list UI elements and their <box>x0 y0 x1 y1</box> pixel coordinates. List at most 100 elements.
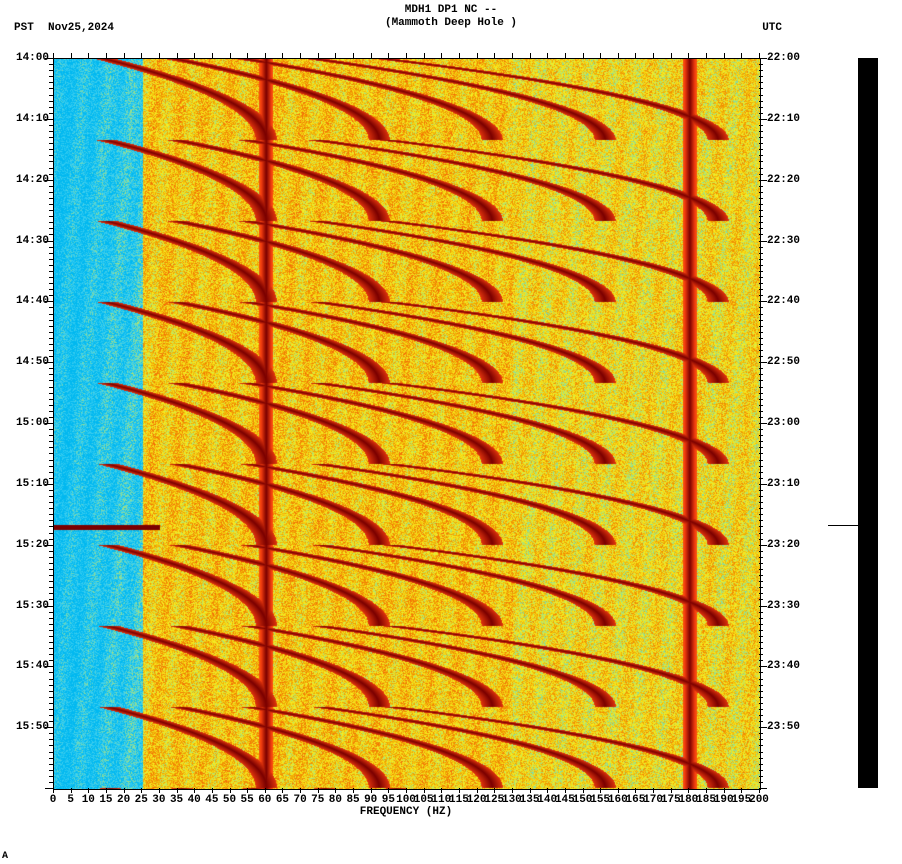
ytick-mark-right <box>759 137 763 138</box>
ytick-mark-left <box>49 265 53 266</box>
ytick-mark-left <box>49 113 53 114</box>
ytick-mark-right <box>759 411 763 412</box>
ytick-mark-right <box>759 210 763 211</box>
ytick-right-label: 22:50 <box>767 357 800 368</box>
ytick-mark-right <box>759 526 763 527</box>
ytick-right-label: 22:20 <box>767 175 800 186</box>
ytick-mark-right <box>759 679 763 680</box>
ytick-mark-left <box>49 192 53 193</box>
ytick-mark-left <box>45 180 53 181</box>
xtick-mark-top <box>441 53 442 58</box>
ytick-mark-left <box>49 387 53 388</box>
ytick-mark-left <box>49 496 53 497</box>
ytick-mark-left <box>49 174 53 175</box>
ytick-mark-right <box>759 131 763 132</box>
ytick-mark-left <box>49 733 53 734</box>
ytick-mark-left <box>49 575 53 576</box>
ytick-mark-left <box>49 782 53 783</box>
ytick-mark-right <box>759 581 763 582</box>
ytick-mark-left <box>45 606 53 607</box>
ytick-mark-right <box>759 484 767 485</box>
left-timezone-label: PST <box>14 22 34 34</box>
xtick-mark-top <box>600 53 601 58</box>
ytick-mark-left <box>49 417 53 418</box>
ytick-right-label: 22:40 <box>767 296 800 307</box>
ytick-mark-right <box>759 64 763 65</box>
ytick-mark-right <box>759 599 763 600</box>
ytick-right-label: 22:30 <box>767 236 800 247</box>
ytick-mark-left <box>49 368 53 369</box>
xtick-mark <box>618 788 619 793</box>
xtick-mark <box>653 788 654 793</box>
ytick-mark-right <box>759 326 763 327</box>
ytick-mark-left <box>49 587 53 588</box>
ytick-mark-right <box>759 520 763 521</box>
ytick-mark-left <box>49 770 53 771</box>
ytick-right-label: 23:00 <box>767 418 800 429</box>
colorbar <box>858 58 878 788</box>
ytick-right-label: 23:10 <box>767 479 800 490</box>
ytick-mark-left <box>49 234 53 235</box>
ytick-mark-left <box>49 76 53 77</box>
ytick-mark-right <box>759 356 763 357</box>
ytick-mark-right <box>759 253 763 254</box>
xtick-mark-top <box>741 53 742 58</box>
ytick-mark-right <box>759 119 767 120</box>
ytick-mark-left <box>49 466 53 467</box>
xtick-mark <box>141 788 142 793</box>
ytick-mark-left <box>49 283 53 284</box>
ytick-mark-right <box>759 228 763 229</box>
xtick-mark <box>600 788 601 793</box>
xtick-mark <box>512 788 513 793</box>
xtick-mark-top <box>547 53 548 58</box>
xtick-mark-top <box>106 53 107 58</box>
xtick-mark <box>477 788 478 793</box>
ytick-mark-right <box>759 624 763 625</box>
ytick-mark-right <box>759 350 763 351</box>
ytick-mark-right <box>759 447 763 448</box>
ytick-mark-right <box>759 514 763 515</box>
ytick-mark-right <box>759 490 763 491</box>
ytick-mark-right <box>759 709 763 710</box>
ytick-mark-right <box>759 758 763 759</box>
ytick-mark-left <box>49 624 53 625</box>
ytick-mark-left <box>49 642 53 643</box>
ytick-mark-right <box>759 630 763 631</box>
ytick-mark-right <box>759 672 763 673</box>
xtick-mark-top <box>406 53 407 58</box>
xtick-mark-top <box>371 53 372 58</box>
ytick-mark-left <box>45 58 53 59</box>
ytick-mark-left <box>49 320 53 321</box>
xtick-mark <box>124 788 125 793</box>
ytick-mark-right <box>759 563 763 564</box>
ytick-mark-right <box>759 429 763 430</box>
ytick-mark-right <box>759 733 763 734</box>
xtick-mark <box>424 788 425 793</box>
ytick-mark-left <box>49 721 53 722</box>
xtick-mark-top <box>282 53 283 58</box>
title-line1: MDH1 DP1 NC -- <box>0 4 902 17</box>
ytick-right-label: 23:30 <box>767 601 800 612</box>
date-label: Nov25,2024 <box>48 22 114 34</box>
ytick-mark-right <box>759 715 763 716</box>
ytick-mark-left <box>49 569 53 570</box>
ytick-mark-left <box>49 502 53 503</box>
xtick-mark <box>282 788 283 793</box>
ytick-left-label: 15:30 <box>3 601 49 612</box>
xtick-mark <box>247 788 248 793</box>
ytick-mark-left <box>49 216 53 217</box>
right-timezone-label: UTC <box>762 22 782 34</box>
ytick-mark-right <box>759 685 763 686</box>
ytick-mark-right <box>759 502 763 503</box>
ytick-mark-left <box>49 95 53 96</box>
ytick-mark-right <box>759 76 763 77</box>
ytick-mark-right <box>759 666 767 667</box>
xtick-mark <box>706 788 707 793</box>
ytick-mark-left <box>49 776 53 777</box>
xtick-mark-top <box>88 53 89 58</box>
ytick-mark-right <box>759 691 763 692</box>
xtick-mark <box>212 788 213 793</box>
xtick-mark-top <box>212 53 213 58</box>
xtick-mark <box>494 788 495 793</box>
ytick-mark-left <box>45 788 53 789</box>
